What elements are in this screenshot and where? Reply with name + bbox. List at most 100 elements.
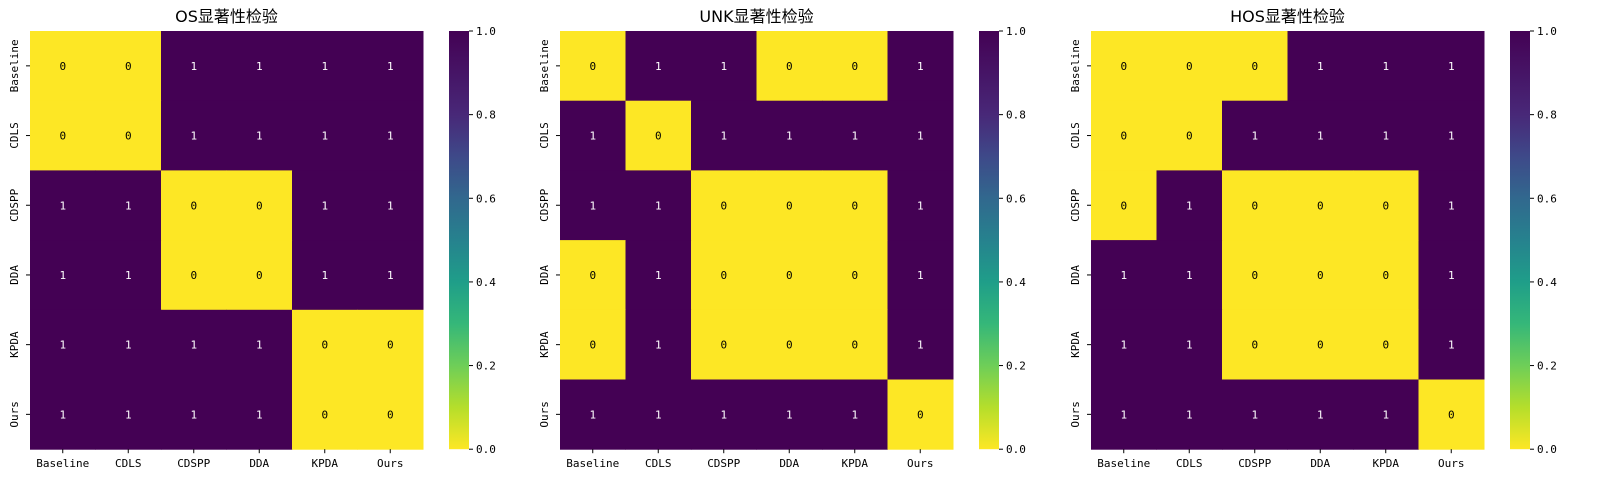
x-tick-label: KPDA [312, 457, 339, 470]
heatmap-cell [887, 240, 954, 311]
cell-value-label: 0 [321, 339, 328, 352]
colorbar-tick-label: 0.8 [476, 109, 496, 122]
heatmap-cell [1156, 379, 1223, 450]
cell-value-label: 1 [321, 130, 328, 143]
cell-value-label: 1 [59, 408, 66, 421]
cell-value-label: 0 [190, 269, 197, 282]
cell-value-label: 1 [1317, 130, 1324, 143]
heatmap-cell [161, 240, 227, 311]
heatmap-cell [1418, 240, 1485, 311]
y-tick-label: Baseline [1069, 39, 1082, 92]
x-tick-label: KPDA [1373, 457, 1400, 470]
heatmap-cell [161, 309, 227, 380]
cell-value-label: 1 [1448, 339, 1455, 352]
heatmap-cell [756, 100, 823, 171]
heatmap-cell [292, 240, 358, 311]
heatmap-cell [357, 309, 424, 380]
heatmap-cell [1418, 170, 1485, 241]
heatmap-cell [292, 100, 358, 171]
y-tick-label: CDSPP [538, 188, 551, 221]
cell-value-label: 1 [851, 408, 858, 421]
heatmap-cell [1287, 379, 1354, 450]
heatmap-cell [625, 309, 692, 380]
heatmap-cell [691, 31, 757, 102]
heatmap-panel-1: OS显著性检验 0 0 1 1 1 1 0 0 1 1 1 1 1 1 0 0 1 1 1 1 0 0 1 1 1 1 1 1 0 0 1 1 1… [8, 7, 496, 470]
cell-value-label: 1 [125, 269, 132, 282]
cell-value-label: 1 [1317, 408, 1324, 421]
heatmap-cell [226, 309, 293, 380]
cell-value-label: 1 [720, 60, 727, 73]
colorbar-tick-label: 1.0 [476, 25, 496, 38]
cell-value-label: 0 [1120, 60, 1127, 73]
cell-value-label: 0 [125, 130, 132, 143]
cell-value-label: 1 [851, 130, 858, 143]
cell-value-label: 0 [1120, 199, 1127, 212]
heatmap-cell [30, 240, 96, 311]
heatmap-cell [1418, 309, 1485, 380]
colorbar-tick-label: 0.6 [476, 192, 496, 205]
cell-value-label: 1 [589, 199, 596, 212]
cell-value-label: 1 [655, 269, 662, 282]
heatmap-cell [887, 31, 954, 102]
y-tick-label: Ours [8, 401, 21, 428]
cell-value-label: 1 [256, 408, 263, 421]
heatmap-cell [1091, 240, 1157, 311]
cell-value-label: 0 [256, 269, 263, 282]
x-tick-label: DDA [779, 457, 799, 470]
heatmap-cell [1156, 240, 1223, 311]
colorbar-tick-label: 0.2 [476, 360, 496, 373]
x-tick-label: CDLS [645, 457, 672, 470]
cell-value-label: 1 [1448, 269, 1455, 282]
heatmap-cell [822, 379, 888, 450]
cell-value-label: 0 [1317, 339, 1324, 352]
heatmap-cell [292, 309, 358, 380]
heatmap-cell [756, 31, 823, 102]
x-tick-label: Ours [1438, 457, 1465, 470]
y-tick-label: Baseline [8, 39, 21, 92]
cell-value-label: 0 [917, 408, 924, 421]
cell-value-label: 1 [917, 60, 924, 73]
heatmap-cell [560, 379, 626, 450]
heatmap-cell [1353, 240, 1419, 311]
cell-value-label: 1 [1120, 269, 1127, 282]
cell-value-label: 0 [1382, 199, 1389, 212]
cell-value-label: 1 [59, 199, 66, 212]
cell-value-label: 0 [720, 199, 727, 212]
cell-value-label: 1 [256, 60, 263, 73]
heatmap-cell [226, 240, 293, 311]
cell-value-label: 0 [1382, 269, 1389, 282]
heatmap-cell [95, 31, 162, 102]
colorbar-tick-label: 0.4 [1537, 276, 1557, 289]
y-tick-label: Ours [538, 401, 551, 428]
x-tick-label: Ours [377, 457, 404, 470]
heatmap-cell [1222, 240, 1288, 311]
x-tick-label: Baseline [36, 457, 89, 470]
cell-value-label: 1 [256, 339, 263, 352]
cell-value-label: 1 [256, 130, 263, 143]
cell-value-label: 0 [786, 269, 793, 282]
heatmap-cell [1287, 309, 1354, 380]
heatmap-cell [887, 100, 954, 171]
heatmap-cell [691, 170, 757, 241]
x-tick-label: DDA [249, 457, 269, 470]
cell-value-label: 1 [321, 269, 328, 282]
cell-value-label: 1 [655, 199, 662, 212]
cell-value-label: 1 [1317, 60, 1324, 73]
y-tick-label: CDSPP [8, 188, 21, 221]
heatmap-cell [1353, 170, 1419, 241]
cell-value-label: 0 [1186, 130, 1193, 143]
colorbar [449, 31, 469, 450]
colorbar-tick-label: 0.2 [1006, 360, 1026, 373]
heatmap-cell [691, 379, 757, 450]
cell-value-label: 1 [655, 60, 662, 73]
cell-value-label: 0 [1251, 60, 1258, 73]
cell-value-label: 1 [125, 408, 132, 421]
x-tick-label: CDLS [1176, 457, 1203, 470]
cell-value-label: 1 [786, 408, 793, 421]
heatmap-cell [887, 309, 954, 380]
heatmap-cell [1091, 309, 1157, 380]
cell-value-label: 1 [1251, 130, 1258, 143]
heatmap-cell [30, 379, 96, 450]
y-tick-label: KPDA [8, 331, 21, 358]
